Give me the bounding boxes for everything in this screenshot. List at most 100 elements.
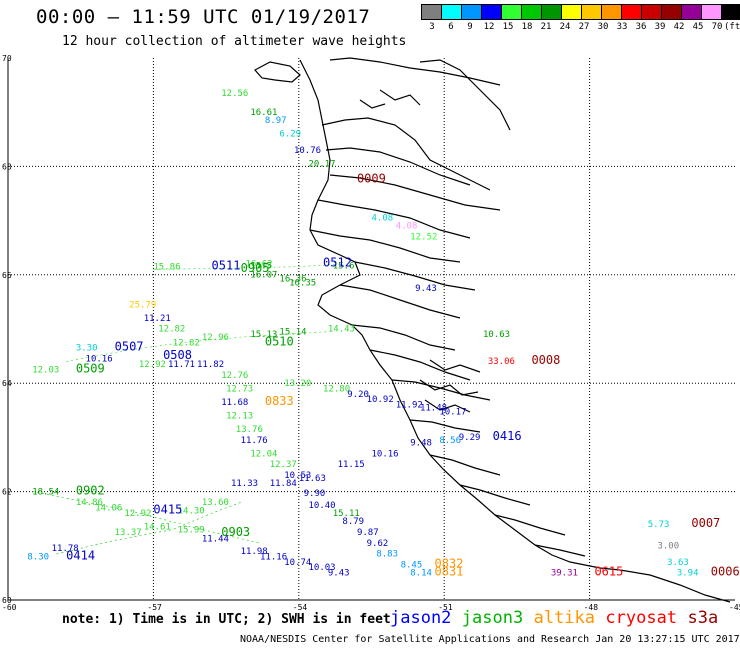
satellite-track bbox=[32, 491, 261, 544]
wave-height-label: 9.87 bbox=[357, 528, 379, 538]
legend-swatch-label: 3 bbox=[429, 22, 435, 32]
longitude-label: -60 bbox=[2, 603, 17, 612]
wave-height-label: 10.40 bbox=[308, 501, 335, 511]
wave-height-label: 11.44 bbox=[202, 534, 229, 544]
pass-time-label: 0509 bbox=[76, 361, 105, 375]
pass-time-label: 0008 bbox=[531, 353, 560, 367]
pass-time-label: 0615 bbox=[594, 565, 623, 579]
wave-height-label: 4.08 bbox=[372, 214, 394, 224]
wave-height-label: 14.86 bbox=[76, 498, 103, 508]
wave-height-label: 10.92 bbox=[367, 395, 394, 405]
pass-time-label: 0831 bbox=[435, 565, 464, 579]
wave-height-label: 12.03 bbox=[32, 365, 59, 375]
wave-height-label: 4.08 bbox=[396, 222, 418, 232]
legend-swatch-label: 12 bbox=[483, 22, 495, 32]
wave-height-label: 12.37 bbox=[270, 460, 297, 470]
wave-height-label: 6.29 bbox=[279, 130, 301, 140]
latitude-label: 64 bbox=[2, 379, 12, 388]
wave-height-label: 10.17 bbox=[439, 408, 466, 418]
wave-height-label: 8.56 bbox=[439, 436, 461, 446]
legend-swatch bbox=[721, 4, 740, 20]
wave-height-label: 12.82 bbox=[158, 325, 185, 335]
latitude-labels: 70 68 66 64 62 60 bbox=[2, 54, 12, 605]
satellite-track bbox=[66, 331, 328, 362]
wave-height-label: 8.30 bbox=[27, 552, 49, 562]
wave-height-label: 10.53 bbox=[284, 471, 311, 481]
wave-height-label: 11.76 bbox=[241, 436, 268, 446]
page-title: 00:00 – 11:59 UTC 01/19/2017 bbox=[36, 6, 371, 28]
legend-swatch-label: 9 bbox=[467, 22, 473, 32]
wave-height-label: 3.63 bbox=[667, 558, 689, 568]
wave-height-label: 14.61 bbox=[144, 523, 171, 533]
legend-swatch-label: 30 bbox=[597, 22, 609, 32]
wave-height-label: 9.43 bbox=[415, 284, 437, 294]
wave-height-label: 39.31 bbox=[551, 569, 578, 579]
longitude-label: -45 bbox=[729, 603, 740, 612]
satellite-name: jason2 bbox=[390, 608, 452, 628]
wave-height-label: 11.84 bbox=[270, 479, 297, 489]
wave-height-label: 8.83 bbox=[376, 550, 398, 560]
wave-height-label: 25.79 bbox=[129, 300, 156, 310]
wave-height-label: 11.33 bbox=[231, 479, 258, 489]
wave-height-label: 10.16 bbox=[372, 449, 399, 459]
legend-swatch-label: 27 bbox=[578, 22, 590, 32]
wave-height-label: 9.43 bbox=[328, 569, 350, 579]
wave-height-label: 8.14 bbox=[410, 569, 432, 579]
color-legend bbox=[421, 4, 740, 20]
wave-height-label: 18.54 bbox=[32, 487, 59, 497]
wave-height-label: 10.63 bbox=[483, 330, 510, 340]
wave-height-label: 12.04 bbox=[250, 449, 277, 459]
latitude-label: 70 bbox=[2, 54, 12, 63]
pass-time-label: 0009 bbox=[357, 172, 386, 186]
greenland-coastline bbox=[254, 57, 731, 603]
wave-height-label: 15.14 bbox=[279, 327, 306, 337]
wave-height-label: 16.35 bbox=[289, 279, 316, 289]
wave-height-label: 10.76 bbox=[294, 146, 321, 156]
wave-height-label: 10.16 bbox=[86, 355, 113, 365]
wave-height-label: 11.16 bbox=[260, 552, 287, 562]
wave-height-label: 15.11 bbox=[333, 509, 360, 519]
graticule-grid bbox=[8, 58, 735, 600]
latitude-label: 68 bbox=[2, 162, 12, 171]
wave-height-label: 12.80 bbox=[323, 384, 350, 394]
wave-height-label: 16.61 bbox=[250, 108, 277, 118]
longitude-label: -51 bbox=[438, 603, 453, 612]
wave-height-label: 3.94 bbox=[677, 569, 699, 579]
wave-height-label: 8.45 bbox=[401, 560, 423, 570]
footer-note: note: 1) Time is in UTC; 2) SWH is in fe… bbox=[62, 612, 391, 627]
pass-time-label: 0415 bbox=[153, 502, 182, 516]
wave-height-label: 3.30 bbox=[76, 344, 98, 354]
legend-swatch-label: 6 bbox=[448, 22, 454, 32]
latitude-label: 62 bbox=[2, 488, 12, 497]
legend-swatch-label: 42 bbox=[673, 22, 685, 32]
pass-time-label: 0512 bbox=[323, 256, 352, 270]
wave-height-label: 11.21 bbox=[144, 314, 171, 324]
wave-height-label: 11.71 bbox=[168, 360, 195, 370]
wave-height-label: 11.82 bbox=[197, 360, 224, 370]
wave-height-label: 5.73 bbox=[648, 520, 670, 530]
pass-time-label: 0507 bbox=[115, 340, 144, 354]
satellite-name: cryosat bbox=[605, 608, 678, 628]
legend-unit: (ft) bbox=[724, 22, 740, 32]
pass-time-label: 0833 bbox=[265, 394, 294, 408]
page-subtitle: 12 hour collection of altimeter wave hei… bbox=[62, 34, 407, 49]
wave-height-label: 11.68 bbox=[221, 398, 248, 408]
wave-height-label: 33.06 bbox=[488, 357, 515, 367]
wave-height-label: 12.52 bbox=[410, 233, 437, 243]
legend-swatch-label: 70 bbox=[711, 22, 723, 32]
wave-height-label: 11.48 bbox=[420, 403, 447, 413]
wave-height-label: 9.48 bbox=[410, 439, 432, 449]
wave-height-label: 11.63 bbox=[299, 474, 326, 484]
longitude-labels: -60 -57 -54 -51 -48 -45 bbox=[2, 603, 740, 612]
wave-height-label: 9.90 bbox=[304, 489, 326, 499]
wave-height-label: 11.98 bbox=[241, 547, 268, 557]
pass-time-label: 0511 bbox=[212, 258, 241, 272]
satellite-track bbox=[153, 263, 343, 270]
latitude-label: 66 bbox=[2, 271, 12, 280]
wave-height-label: 15.5 bbox=[250, 261, 272, 271]
credit-line: NOAA/NESDIS Center for Satellite Applica… bbox=[240, 634, 740, 645]
pass-time-label: 0007 bbox=[691, 516, 720, 530]
